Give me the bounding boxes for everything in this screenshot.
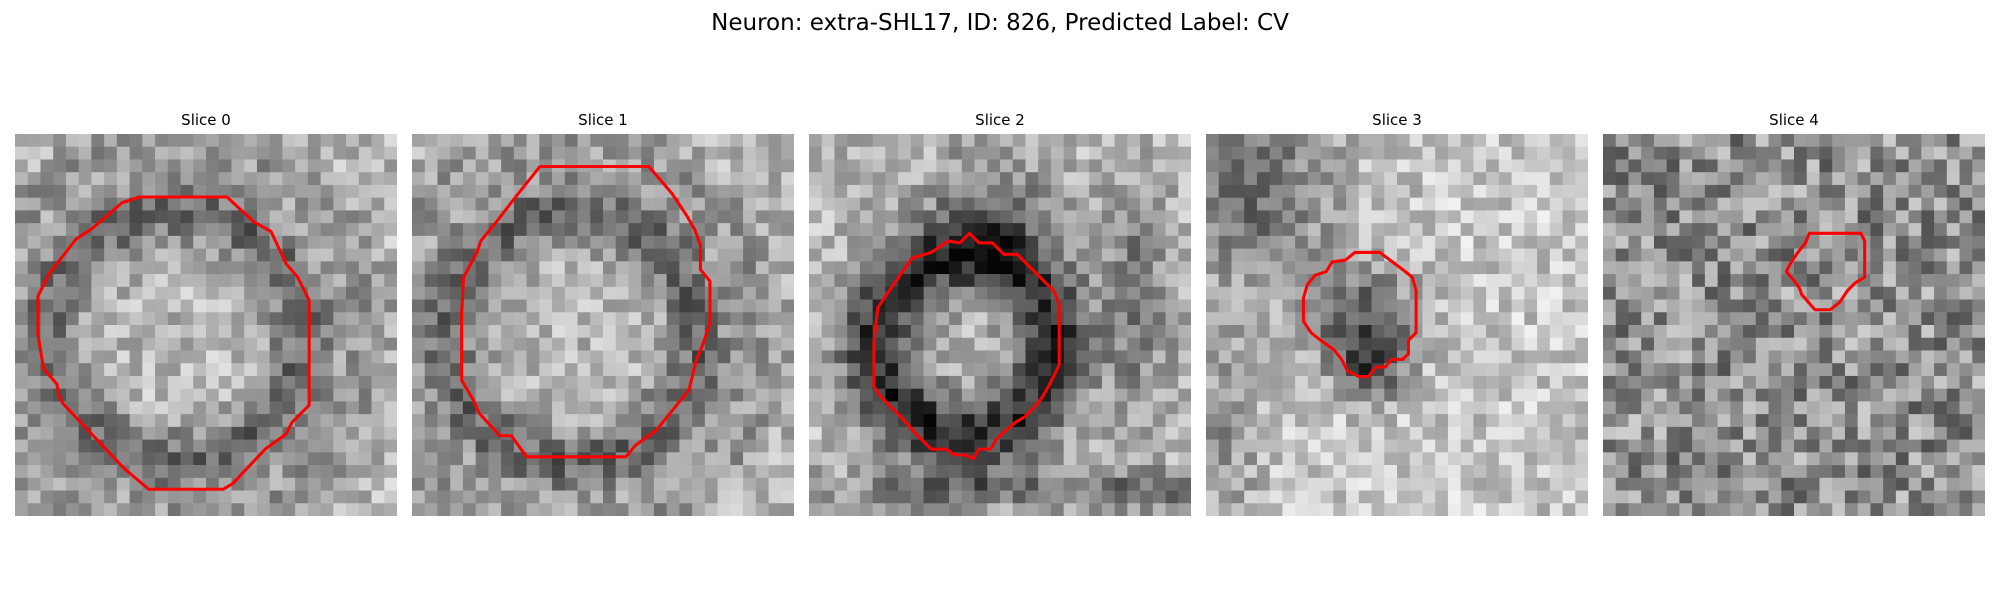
slice-image bbox=[1206, 134, 1588, 516]
slice-title: Slice 1 bbox=[578, 111, 628, 129]
figure-title: Neuron: extra-SHL17, ID: 826, Predicted … bbox=[711, 10, 1289, 36]
segmentation-contour bbox=[872, 231, 1061, 461]
slice-title: Slice 2 bbox=[975, 111, 1025, 129]
slice-image bbox=[1603, 134, 1985, 516]
segmentation-contour bbox=[1301, 250, 1418, 379]
slice-image bbox=[15, 134, 397, 516]
slice-panel-3: Slice 3 bbox=[1206, 108, 1588, 518]
slice-panel-1: Slice 1 bbox=[412, 108, 794, 518]
segmentation-contour bbox=[460, 164, 712, 459]
slice-image bbox=[412, 134, 794, 516]
slice-pixels bbox=[1206, 134, 1588, 516]
segmentation-contour bbox=[1784, 231, 1867, 312]
slice-title: Slice 3 bbox=[1372, 111, 1422, 129]
segmentation-contour bbox=[36, 195, 311, 491]
slice-image bbox=[809, 134, 1191, 516]
slice-title: Slice 4 bbox=[1769, 111, 1819, 129]
slice-panel-0: Slice 0 bbox=[15, 108, 397, 518]
slice-title: Slice 0 bbox=[181, 111, 231, 129]
slice-panel-2: Slice 2 bbox=[809, 108, 1191, 518]
slice-pixels bbox=[809, 134, 1191, 516]
slice-pixels bbox=[15, 134, 397, 516]
slice-pixels bbox=[1603, 134, 1985, 516]
slice-panel-4: Slice 4 bbox=[1603, 108, 1985, 518]
slice-pixels bbox=[412, 134, 794, 516]
